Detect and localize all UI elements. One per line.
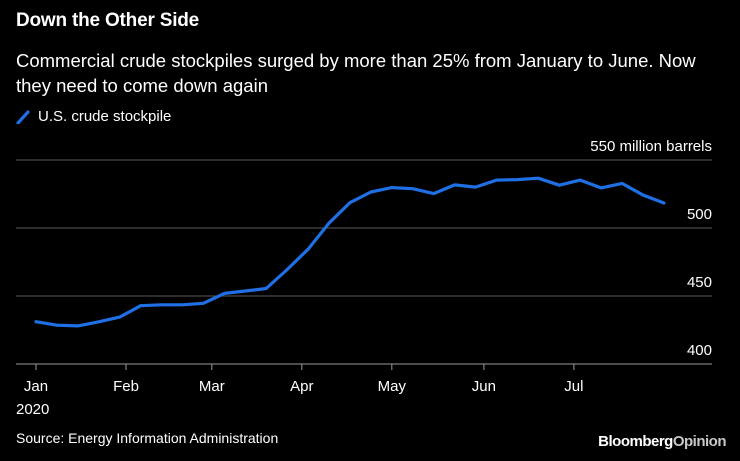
brand-part-2: Opinion xyxy=(672,433,727,450)
data-point xyxy=(139,304,143,308)
chart-subtitle: Commercial crude stockpiles surged by mo… xyxy=(16,50,696,96)
data-point xyxy=(76,324,80,328)
y-tick-label-500: 500 xyxy=(687,206,712,223)
gridlines xyxy=(16,159,712,365)
series-line-0 xyxy=(34,176,666,328)
data-point xyxy=(285,268,289,271)
data-point xyxy=(348,201,352,205)
data-point xyxy=(536,176,540,180)
x-tick-label-jul: Jul xyxy=(564,378,583,395)
source-note: Source: Energy Information Administratio… xyxy=(16,430,279,446)
data-point xyxy=(160,303,164,307)
x-tick-label-mar: Mar xyxy=(199,378,225,395)
data-point xyxy=(243,289,247,293)
data-point xyxy=(641,193,645,197)
data-point xyxy=(118,315,122,319)
data-point xyxy=(662,201,666,205)
data-point xyxy=(516,178,519,182)
y-tick-label-450: 450 xyxy=(687,274,712,291)
data-point xyxy=(97,320,101,324)
data-point xyxy=(34,320,38,324)
x-tick-label-jan: Jan xyxy=(24,378,48,395)
data-point xyxy=(578,178,582,182)
x-year-label: 2020 xyxy=(16,401,49,418)
x-axis: Jan Feb Mar Apr May Jun Jul 2020 xyxy=(16,364,583,418)
data-point xyxy=(223,292,226,295)
data-point xyxy=(411,187,415,191)
series xyxy=(34,176,666,328)
data-point xyxy=(306,247,310,251)
data-point xyxy=(453,183,456,187)
y-tick-label-400: 400 xyxy=(687,342,712,359)
x-tick-label-jun: Jun xyxy=(472,378,496,395)
data-point xyxy=(495,178,498,182)
brand-logo: BloombergOpinion xyxy=(598,433,726,450)
x-tick-label-apr: Apr xyxy=(290,378,313,395)
data-point xyxy=(327,221,331,225)
data-point xyxy=(390,186,394,190)
y-axis-labels: 550 million barrels 500 450 400 xyxy=(590,138,712,359)
x-tick-label-feb: Feb xyxy=(113,378,139,395)
data-point xyxy=(620,182,624,185)
data-point xyxy=(55,323,59,327)
legend-label: U.S. crude stockpile xyxy=(38,108,172,125)
legend-line-icon xyxy=(16,109,30,124)
data-point xyxy=(369,190,373,194)
data-point xyxy=(599,186,603,190)
data-point xyxy=(181,303,184,307)
y-tick-label-550: 550 million barrels xyxy=(590,138,712,155)
data-point xyxy=(264,287,268,290)
data-point xyxy=(557,183,561,187)
data-point xyxy=(432,192,436,196)
data-point xyxy=(474,185,477,189)
legend: U.S. crude stockpile xyxy=(16,108,171,125)
chart-title: Down the Other Side xyxy=(16,10,200,31)
data-point xyxy=(202,301,205,305)
x-tick-label-may: May xyxy=(378,378,407,395)
brand-part-1: Bloomberg xyxy=(598,433,673,450)
